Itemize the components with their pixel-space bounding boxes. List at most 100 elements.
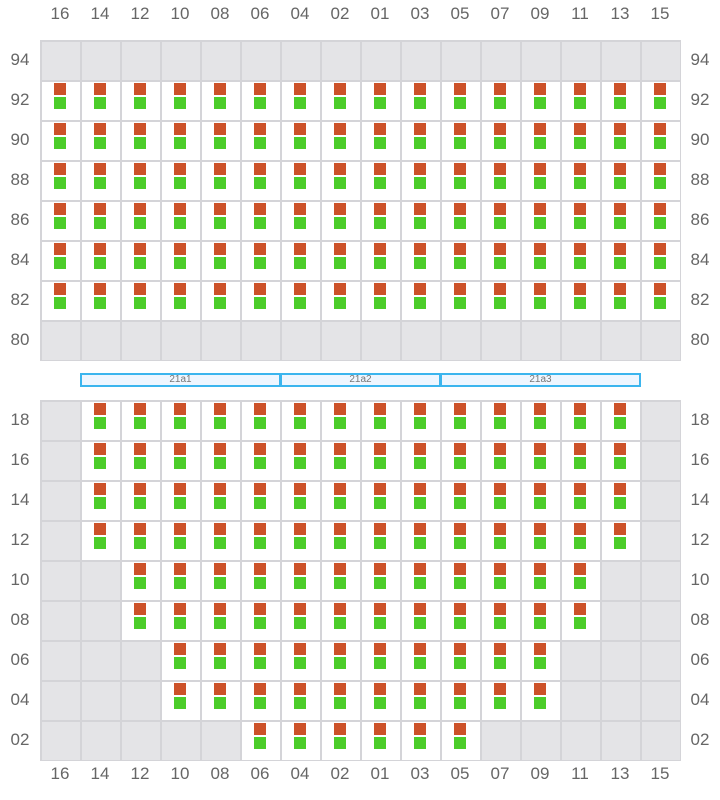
seat-cell[interactable] [162,82,200,120]
seat-cell[interactable] [362,242,400,280]
seat-cell[interactable] [482,82,520,120]
seat-cell[interactable] [242,642,280,680]
seat-cell[interactable] [562,562,600,600]
seat-cell[interactable] [82,522,120,560]
seat-cell[interactable] [82,202,120,240]
seat-cell[interactable] [122,402,160,440]
seat-cell[interactable] [362,562,400,600]
seat-cell[interactable] [402,722,440,760]
seat-cell[interactable] [522,122,560,160]
seat-cell[interactable] [362,682,400,720]
seat-cell[interactable] [602,82,640,120]
section-bar-21a3[interactable]: 21a3 [440,373,641,387]
seat-cell[interactable] [562,242,600,280]
seat-cell[interactable] [442,162,480,200]
seat-cell[interactable] [562,402,600,440]
seat-cell[interactable] [122,482,160,520]
seat-cell[interactable] [362,642,400,680]
seat-cell[interactable] [362,522,400,560]
seat-cell[interactable] [122,122,160,160]
seat-cell[interactable] [522,82,560,120]
seat-cell[interactable] [442,82,480,120]
seat-cell[interactable] [322,82,360,120]
seat-cell[interactable] [642,202,680,240]
seat-cell[interactable] [242,162,280,200]
seat-cell[interactable] [282,482,320,520]
seat-cell[interactable] [242,242,280,280]
seat-cell[interactable] [522,642,560,680]
seat-cell[interactable] [162,442,200,480]
seat-cell[interactable] [442,442,480,480]
seat-cell[interactable] [442,482,480,520]
seat-cell[interactable] [362,202,400,240]
seat-cell[interactable] [42,202,80,240]
seat-cell[interactable] [522,202,560,240]
seat-cell[interactable] [202,282,240,320]
seat-cell[interactable] [122,82,160,120]
seat-cell[interactable] [122,242,160,280]
seat-cell[interactable] [402,482,440,520]
seat-cell[interactable] [522,162,560,200]
seat-cell[interactable] [162,122,200,160]
seat-cell[interactable] [122,442,160,480]
seat-cell[interactable] [202,242,240,280]
seat-cell[interactable] [362,162,400,200]
seat-cell[interactable] [402,202,440,240]
seat-cell[interactable] [322,202,360,240]
seat-cell[interactable] [282,82,320,120]
seat-cell[interactable] [402,82,440,120]
seat-cell[interactable] [562,162,600,200]
seat-cell[interactable] [242,82,280,120]
seat-cell[interactable] [442,562,480,600]
seat-cell[interactable] [322,122,360,160]
seat-cell[interactable] [522,282,560,320]
seat-cell[interactable] [402,682,440,720]
seat-cell[interactable] [402,162,440,200]
seat-cell[interactable] [282,602,320,640]
seat-cell[interactable] [562,202,600,240]
seat-cell[interactable] [402,242,440,280]
seat-cell[interactable] [242,122,280,160]
seat-cell[interactable] [242,562,280,600]
seat-cell[interactable] [442,202,480,240]
seat-cell[interactable] [122,602,160,640]
seat-cell[interactable] [202,602,240,640]
seat-cell[interactable] [362,282,400,320]
seat-cell[interactable] [442,522,480,560]
seat-cell[interactable] [602,282,640,320]
seat-cell[interactable] [82,242,120,280]
seat-cell[interactable] [242,402,280,440]
seat-cell[interactable] [282,562,320,600]
seat-cell[interactable] [402,522,440,560]
seat-cell[interactable] [642,282,680,320]
seat-cell[interactable] [602,522,640,560]
seat-cell[interactable] [482,162,520,200]
seat-cell[interactable] [162,162,200,200]
seat-cell[interactable] [322,162,360,200]
seat-cell[interactable] [82,442,120,480]
seat-cell[interactable] [362,602,400,640]
seat-cell[interactable] [442,282,480,320]
seat-cell[interactable] [82,122,120,160]
seat-cell[interactable] [162,682,200,720]
seat-cell[interactable] [562,602,600,640]
seat-cell[interactable] [282,722,320,760]
seat-cell[interactable] [322,722,360,760]
seat-cell[interactable] [202,482,240,520]
seat-cell[interactable] [282,282,320,320]
seat-cell[interactable] [282,682,320,720]
seat-cell[interactable] [82,82,120,120]
seat-cell[interactable] [402,602,440,640]
seat-cell[interactable] [602,202,640,240]
seat-cell[interactable] [442,242,480,280]
seat-cell[interactable] [282,402,320,440]
seat-cell[interactable] [482,122,520,160]
seat-cell[interactable] [322,282,360,320]
seat-cell[interactable] [162,202,200,240]
seat-cell[interactable] [162,522,200,560]
seat-cell[interactable] [202,562,240,600]
seat-cell[interactable] [282,122,320,160]
seat-cell[interactable] [282,442,320,480]
seat-cell[interactable] [202,82,240,120]
seat-cell[interactable] [202,642,240,680]
